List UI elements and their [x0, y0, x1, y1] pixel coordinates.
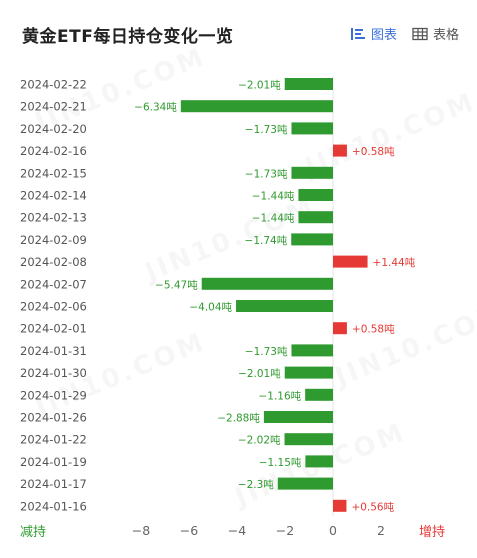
value-label: −5.47吨 — [155, 278, 198, 291]
view-table-label: 表格 — [433, 28, 460, 43]
value-label: −2.88吨 — [217, 412, 260, 425]
bar — [277, 477, 333, 490]
category-label: 2024-02-07 — [20, 277, 87, 291]
value-label: −1.74吨 — [245, 234, 288, 247]
x-tick-label: −8 — [132, 523, 150, 538]
category-label: 2024-02-13 — [20, 211, 87, 225]
value-label: −1.73吨 — [245, 167, 288, 180]
category-label: 2024-02-08 — [20, 255, 87, 269]
bar — [298, 189, 333, 201]
category-label: 2024-02-22 — [20, 78, 87, 92]
bar — [333, 322, 347, 335]
bar — [291, 166, 333, 179]
bar — [291, 122, 333, 135]
value-label: −2.01吨 — [238, 79, 281, 92]
x-tick-label: 2 — [377, 523, 385, 538]
bar — [284, 433, 333, 446]
increase-label: 增持 — [419, 525, 446, 540]
category-label: 2024-02-20 — [20, 122, 87, 136]
bar — [263, 411, 333, 423]
bar — [333, 255, 368, 268]
bar — [236, 300, 333, 312]
category-label: 2024-01-26 — [20, 411, 87, 425]
bar — [284, 366, 333, 379]
value-label: −2.3吨 — [238, 478, 274, 491]
x-tick-label: −6 — [180, 523, 198, 538]
category-label: 2024-01-19 — [20, 455, 87, 469]
bar — [333, 144, 347, 157]
page-title: 黄金ETF每日持仓变化一览 — [22, 27, 234, 47]
category-label: 2024-01-17 — [20, 477, 87, 491]
category-label: 2024-02-14 — [20, 189, 87, 203]
bar — [305, 455, 333, 468]
table-icon — [412, 27, 428, 40]
category-label: 2024-02-01 — [20, 322, 87, 336]
category-label: 2024-01-31 — [20, 344, 87, 358]
bar — [291, 344, 333, 357]
value-label: +1.44吨 — [373, 256, 416, 269]
value-label: −2.02吨 — [238, 434, 281, 447]
header: 黄金ETF每日持仓变化一览 图表 表格 — [0, 0, 477, 70]
bar-chart-icon — [351, 27, 365, 40]
value-label: −1.16吨 — [258, 389, 301, 402]
bar — [291, 233, 333, 246]
value-label: −1.44吨 — [252, 212, 295, 225]
category-label: 2024-02-15 — [20, 166, 87, 180]
value-label: −1.73吨 — [245, 123, 288, 136]
category-label: 2024-01-29 — [20, 388, 87, 402]
bar — [180, 100, 333, 113]
value-label: −1.73吨 — [245, 345, 288, 358]
value-label: −2.01吨 — [238, 367, 281, 380]
view-chart-button[interactable]: 图表 — [350, 24, 397, 43]
category-label: 2024-02-16 — [20, 144, 87, 158]
bar — [333, 499, 347, 512]
value-label: +0.58吨 — [352, 323, 395, 336]
value-label: +0.56吨 — [351, 500, 394, 513]
category-label: 2024-01-30 — [20, 366, 87, 380]
value-label: −4.04吨 — [189, 301, 232, 314]
bar — [284, 78, 333, 90]
category-label: 2024-02-21 — [20, 100, 87, 114]
x-tick-label: −4 — [228, 523, 246, 538]
bar — [305, 388, 333, 401]
value-label: −6.34吨 — [134, 101, 177, 114]
category-label: 2024-01-22 — [20, 433, 87, 447]
category-label: 2024-02-06 — [20, 300, 87, 314]
x-tick-label: −2 — [276, 523, 294, 538]
value-label: +0.58吨 — [352, 145, 395, 158]
x-tick-label: 0 — [329, 523, 337, 538]
decrease-label: 减持 — [20, 525, 47, 540]
view-chart-label: 图表 — [371, 28, 398, 43]
view-table-button[interactable]: 表格 — [412, 24, 459, 43]
category-label: 2024-01-16 — [20, 499, 87, 513]
bar — [201, 277, 333, 290]
category-label: 2024-02-09 — [20, 233, 87, 247]
value-label: −1.44吨 — [252, 190, 295, 203]
bar — [298, 211, 333, 224]
value-label: −1.15吨 — [259, 456, 302, 469]
